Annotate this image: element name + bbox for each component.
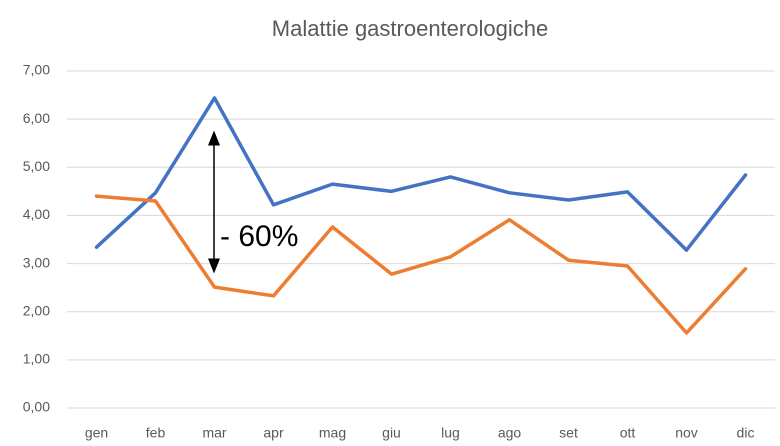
x-tick-label: giu (382, 425, 401, 441)
x-tick-label: gen (85, 425, 108, 441)
y-tick-label: 6,00 (23, 110, 50, 126)
x-tick-label: apr (263, 425, 284, 441)
y-tick-label: 3,00 (23, 254, 50, 270)
x-tick-label: mar (202, 425, 226, 441)
x-tick-label: ott (620, 425, 636, 441)
chart-title: Malattie gastroenterologiche (272, 16, 548, 41)
y-tick-label: 2,00 (23, 302, 50, 318)
y-tick-label: 5,00 (23, 158, 50, 174)
annotation: - 60% (220, 220, 298, 253)
y-tick-label: 7,00 (23, 62, 50, 78)
line-series (94, 96, 748, 252)
y-tick-label: 0,00 (23, 399, 50, 415)
x-tick-label: dic (737, 425, 755, 441)
y-tick-label: 1,00 (23, 351, 50, 367)
line-series (94, 194, 748, 335)
x-tick-label: feb (146, 425, 166, 441)
plot-area: 0,00 1,00 2,00 3,00 4,00 5,00 6,00 7,00 gen feb ma… (23, 62, 775, 441)
x-tick-label: set (559, 425, 578, 441)
x-tick-label: mag (319, 425, 346, 441)
x-tick-label: lug (441, 425, 460, 441)
x-tick-label: ago (498, 425, 522, 441)
x-tick-label: nov (675, 425, 698, 441)
y-tick-label: 4,00 (23, 206, 50, 222)
